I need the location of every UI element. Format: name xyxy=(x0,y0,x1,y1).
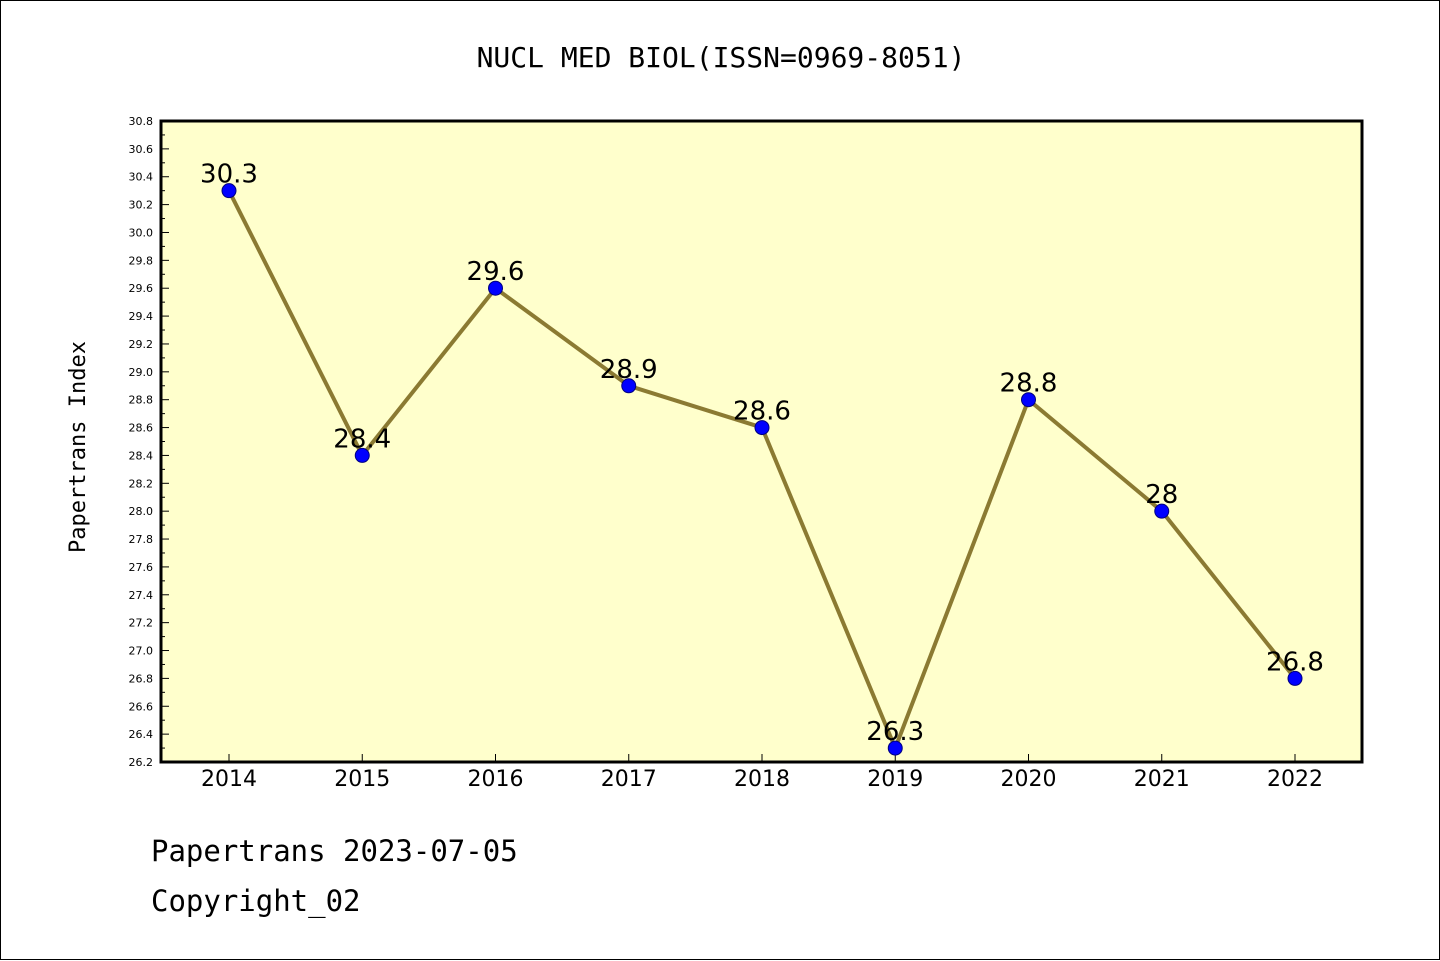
y-tick-label: 28.6 xyxy=(129,422,154,435)
y-tick-label: 29.2 xyxy=(129,338,154,351)
y-tick-label: 26.6 xyxy=(129,700,154,713)
y-tick-label: 27.8 xyxy=(129,533,154,546)
data-labels: 30.3 28.4 29.6 28.9 28.6 26.3 28.8 28 26.8 xyxy=(200,160,1324,747)
y-tick-label: 26.2 xyxy=(129,756,154,769)
footer-copyright: Copyright_02 xyxy=(151,884,361,918)
data-point xyxy=(488,280,503,296)
data-label: 28.6 xyxy=(733,397,791,427)
data-label: 28.8 xyxy=(1000,369,1058,399)
chart-title: NUCL MED BIOL(ISSN=0969-8051) xyxy=(477,41,966,74)
y-tick-label: 30.8 xyxy=(129,115,154,128)
y-tick-label: 28.8 xyxy=(129,394,154,407)
y-tick-label: 30.4 xyxy=(129,171,154,184)
y-tick-label: 28.2 xyxy=(129,477,154,490)
y-tick-label: 29.0 xyxy=(129,366,154,379)
y-tick-label: 30.6 xyxy=(129,143,154,156)
plot-area xyxy=(159,119,1364,764)
y-axis-label: Papertrans Index xyxy=(66,341,91,553)
x-tick-label: 2019 xyxy=(867,767,923,792)
y-axis-ticks: 26.2 26.4 26.6 26.8 27.0 27.2 27.4 27.6 27.8 28.0… xyxy=(129,115,169,769)
data-label: 28 xyxy=(1145,480,1178,510)
data-point xyxy=(1154,503,1170,519)
x-tick-label: 2021 xyxy=(1134,767,1190,792)
y-tick-label: 27.6 xyxy=(129,561,154,574)
y-tick-label: 30.2 xyxy=(129,199,154,212)
x-tick-label: 2016 xyxy=(468,767,524,792)
data-point xyxy=(354,447,370,463)
y-tick-label: 29.8 xyxy=(129,254,154,267)
y-tick-label: 27.2 xyxy=(129,617,154,630)
x-tick-label: 2020 xyxy=(1001,767,1057,792)
footer-date: Papertrans 2023-07-05 xyxy=(151,834,518,868)
x-axis-ticks: 2014 2015 2016 2017 2018 2019 2020 2021 2022 xyxy=(201,754,1323,792)
x-tick-label: 2017 xyxy=(601,767,657,792)
data-label: 26.8 xyxy=(1266,647,1324,677)
data-label: 30.3 xyxy=(200,160,258,190)
y-tick-label: 30.0 xyxy=(129,226,154,239)
data-label: 29.6 xyxy=(467,257,525,287)
x-tick-label: 2018 xyxy=(734,767,790,792)
data-markers xyxy=(221,183,1303,756)
y-tick-label: 29.6 xyxy=(129,282,154,295)
y-tick-label: 27.4 xyxy=(129,589,154,602)
data-point xyxy=(1021,392,1036,408)
y-tick-label: 26.4 xyxy=(129,728,154,741)
x-tick-label: 2014 xyxy=(201,767,257,792)
data-point xyxy=(887,740,903,756)
y-tick-label: 27.0 xyxy=(129,645,154,658)
data-label: 26.3 xyxy=(866,717,924,747)
data-point xyxy=(221,183,237,199)
data-point xyxy=(754,420,770,436)
y-tick-label: 28.0 xyxy=(129,505,154,518)
data-point xyxy=(621,378,637,394)
y-tick-label: 26.8 xyxy=(129,672,154,685)
y-tick-label: 28.4 xyxy=(129,449,154,462)
y-tick-label: 29.4 xyxy=(129,310,154,323)
x-tick-label: 2022 xyxy=(1267,767,1323,792)
x-tick-label: 2015 xyxy=(334,767,390,792)
data-label: 28.4 xyxy=(333,424,391,454)
data-label: 28.9 xyxy=(600,355,658,385)
data-point xyxy=(1287,670,1303,686)
